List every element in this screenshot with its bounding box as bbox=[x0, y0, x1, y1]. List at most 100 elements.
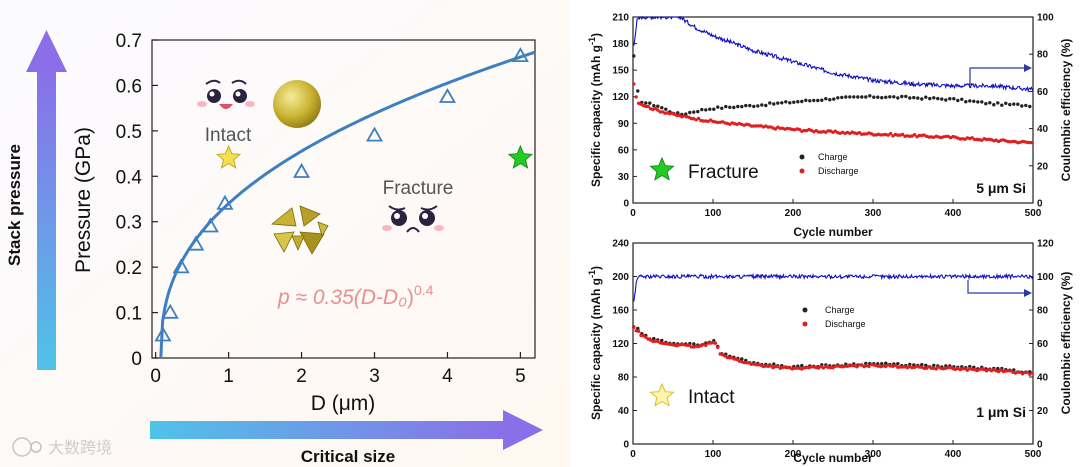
data-point bbox=[172, 258, 190, 274]
x-tick-label: 1 bbox=[223, 366, 234, 387]
data-point bbox=[896, 362, 900, 366]
data-point bbox=[713, 341, 718, 345]
data-point bbox=[1030, 140, 1034, 145]
y-left-tick-label: 30 bbox=[618, 172, 630, 183]
data-point bbox=[968, 99, 972, 103]
y-right-tick-label: 0 bbox=[1037, 440, 1043, 451]
data-point bbox=[824, 97, 828, 101]
y-tick-label: 0 bbox=[131, 349, 142, 370]
x-tick-label: 0 bbox=[630, 208, 636, 219]
data-point bbox=[843, 364, 847, 368]
data-point bbox=[656, 108, 660, 112]
x-tick-label: 200 bbox=[785, 208, 802, 219]
cycling-1um-ylabel-left: Specific capacity (mAh g-1) bbox=[587, 266, 603, 420]
data-point bbox=[773, 127, 778, 131]
data-point bbox=[792, 366, 797, 370]
data-point bbox=[784, 100, 788, 104]
data-point bbox=[832, 97, 836, 101]
data-point bbox=[684, 343, 689, 347]
data-point bbox=[808, 99, 812, 103]
data-point bbox=[740, 104, 744, 109]
data-point bbox=[653, 106, 658, 111]
data-point bbox=[689, 116, 694, 121]
y-tick-label: 0.7 bbox=[116, 31, 142, 52]
data-point bbox=[728, 105, 732, 110]
legend-1um: Charge Discharge bbox=[802, 305, 866, 329]
data-point bbox=[700, 107, 704, 112]
data-point bbox=[867, 364, 871, 369]
data-point bbox=[696, 109, 700, 114]
data-point bbox=[898, 365, 902, 369]
data-point bbox=[976, 100, 980, 104]
legend-charge-marker bbox=[802, 307, 808, 313]
data-point bbox=[884, 361, 888, 365]
data-point bbox=[764, 103, 768, 108]
data-point bbox=[687, 343, 691, 347]
data-point bbox=[797, 127, 802, 132]
cycling-chart-5um: 0 100 200 300 400 500030609012015018021002040… bbox=[587, 13, 1073, 240]
data-point bbox=[692, 342, 696, 346]
data-point bbox=[1025, 370, 1030, 374]
data-point bbox=[776, 364, 780, 369]
data-point bbox=[688, 110, 692, 115]
x-tick-label: 5 bbox=[515, 366, 526, 387]
data-point bbox=[716, 120, 720, 125]
data-point bbox=[922, 366, 926, 370]
data-point bbox=[932, 363, 936, 368]
data-point bbox=[664, 107, 668, 111]
data-point bbox=[748, 103, 752, 108]
data-point bbox=[860, 363, 864, 367]
data-point bbox=[293, 162, 311, 178]
y-right-tick-label: 40 bbox=[1037, 373, 1049, 384]
data-point bbox=[970, 136, 974, 140]
legend-5um: Charge Discharge bbox=[799, 152, 859, 176]
y-right-tick-label: 80 bbox=[1037, 50, 1049, 61]
data-point bbox=[893, 363, 898, 367]
data-point bbox=[928, 96, 932, 101]
ylabel-left-5um-text: Specific capacity (mAh g bbox=[589, 45, 603, 187]
data-point bbox=[704, 343, 708, 348]
x-tick-label: 300 bbox=[865, 449, 882, 460]
data-point bbox=[908, 96, 912, 100]
data-point bbox=[756, 124, 761, 128]
ylabel-left-1um-text: Specific capacity (mAh g bbox=[589, 278, 603, 420]
data-point bbox=[980, 100, 984, 104]
y-tick-label: 0.6 bbox=[116, 76, 142, 97]
y-left-tick-label: 40 bbox=[618, 406, 630, 417]
data-point bbox=[852, 95, 856, 99]
data-point bbox=[920, 97, 924, 101]
cycling-5um-xlabel: Cycle number bbox=[793, 225, 873, 239]
y-left-tick-label: 120 bbox=[612, 92, 629, 103]
data-point bbox=[916, 96, 920, 100]
data-point bbox=[1018, 370, 1022, 374]
data-point bbox=[646, 104, 650, 109]
data-point bbox=[900, 365, 905, 369]
cycling-5um-frame bbox=[632, 16, 1034, 204]
y-tick-label: 0.5 bbox=[116, 122, 142, 143]
fracture-legend-label: Fracture bbox=[688, 162, 759, 183]
data-point bbox=[724, 104, 728, 109]
data-point bbox=[800, 363, 804, 368]
data-point bbox=[836, 96, 840, 100]
y-left-tick-label: 160 bbox=[612, 306, 629, 317]
data-point bbox=[752, 104, 756, 109]
x-tick-label: 2 bbox=[296, 366, 307, 387]
critical-size-arrow bbox=[150, 410, 543, 450]
diameter-axis-label: D (μm) bbox=[311, 392, 376, 415]
y-left-tick-label: 120 bbox=[612, 339, 629, 350]
data-point bbox=[768, 101, 772, 105]
fracture-face-icon bbox=[382, 205, 444, 233]
data-point bbox=[884, 364, 888, 369]
data-point bbox=[932, 96, 936, 100]
fracture-annotation: Fracture bbox=[383, 178, 454, 199]
data-point bbox=[888, 131, 893, 136]
fracture-particle-icon bbox=[270, 205, 329, 255]
data-point bbox=[816, 98, 820, 103]
data-point bbox=[855, 365, 859, 369]
x-tick-label: 400 bbox=[945, 208, 962, 219]
data-point bbox=[792, 100, 796, 104]
y-right-tick-label: 20 bbox=[1037, 406, 1049, 417]
cycling-chart-1um: 0 100 200 300 400 500040801201602002400204060… bbox=[587, 239, 1073, 466]
data-point bbox=[1016, 102, 1020, 106]
